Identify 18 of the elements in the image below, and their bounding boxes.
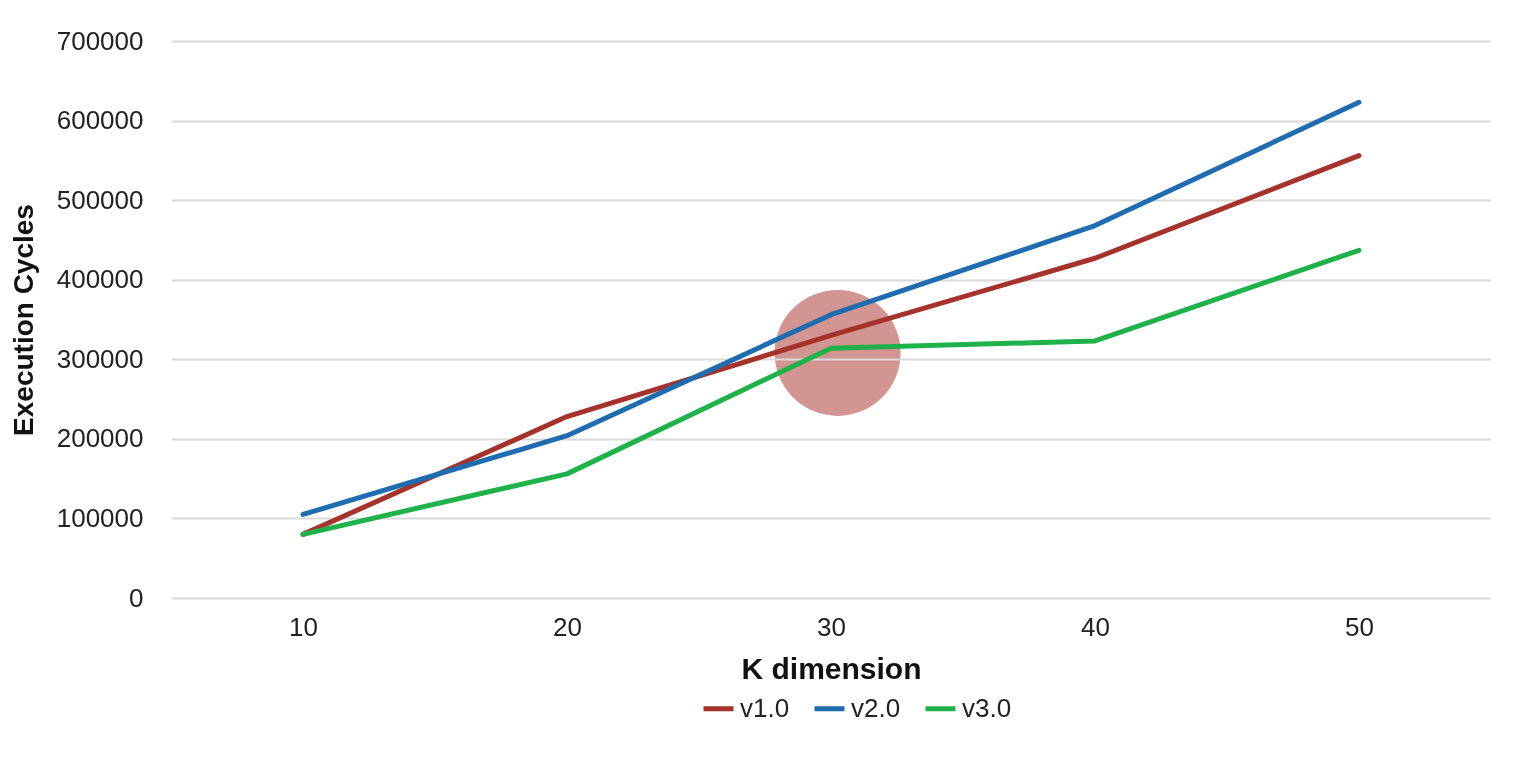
legend-label: v3.0 — [962, 692, 1012, 723]
y-tick-label: 700000 — [56, 25, 144, 56]
y-tick-label: 600000 — [56, 105, 144, 136]
x-tick-label: 20 — [553, 611, 582, 642]
y-tick-label: 300000 — [56, 343, 144, 374]
x-axis-title: K dimension — [741, 651, 922, 685]
y-tick-label: 400000 — [56, 264, 144, 295]
legend-label: v2.0 — [851, 692, 901, 723]
y-tick-label: 200000 — [56, 423, 144, 454]
y-axis-title: Execution Cycles — [7, 204, 39, 436]
y-tick-label: 100000 — [56, 502, 144, 533]
y-tick-label: 0 — [129, 582, 144, 613]
legend-label: v1.0 — [740, 692, 790, 723]
y-tick-label: 500000 — [56, 184, 144, 215]
x-tick-label: 40 — [1081, 611, 1110, 642]
x-tick-label: 10 — [289, 611, 318, 642]
x-tick-label: 50 — [1345, 611, 1374, 642]
x-tick-label: 30 — [817, 611, 846, 642]
